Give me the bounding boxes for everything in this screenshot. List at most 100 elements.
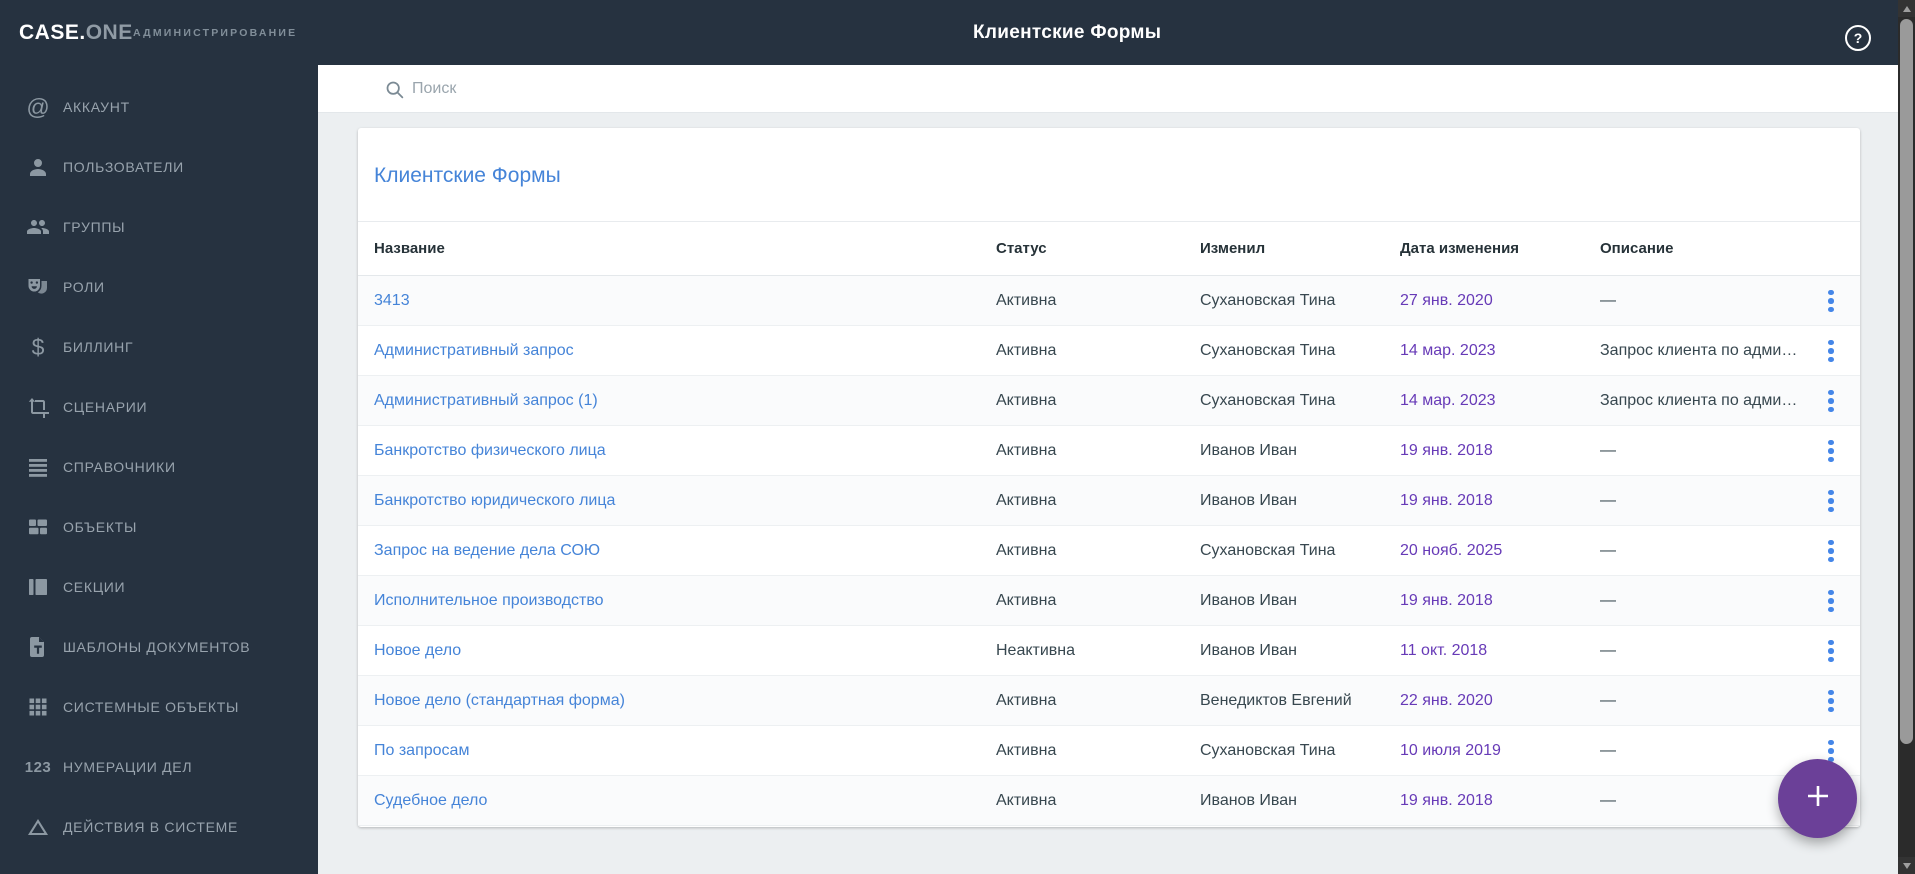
form-date: 19 янв. 2018 [1400, 592, 1493, 609]
form-editor: Иванов Иван [1200, 792, 1297, 809]
row-menu-button[interactable] [1820, 538, 1842, 564]
form-description: — [1600, 592, 1616, 609]
plus-icon [1802, 780, 1834, 817]
scrollbar-up-button[interactable] [1898, 0, 1915, 17]
row-menu-button[interactable] [1820, 588, 1842, 614]
form-status: Активна [996, 492, 1057, 509]
sidebar-item-groups[interactable]: ГРУППЫ [0, 197, 318, 257]
crop-arrow-icon [25, 394, 51, 420]
app-subtitle: АДМИНИСТРИРОВАНИЕ [133, 27, 298, 39]
form-date: 20 нояб. 2025 [1400, 542, 1503, 559]
sidebar-item-sections[interactable]: СЕКЦИИ [0, 557, 318, 617]
sidebar-item-system-objects[interactable]: СИСТЕМНЫЕ ОБЪЕКТЫ [0, 677, 318, 737]
dollar-icon: $ [31, 333, 45, 360]
form-status: Активна [996, 692, 1057, 709]
form-status: Активна [996, 392, 1057, 409]
grid-dots-icon [25, 694, 51, 720]
column-header-description: Описание [1600, 240, 1674, 257]
document-t-icon [25, 634, 51, 660]
form-description: Запрос клиента по адми… [1600, 342, 1798, 359]
form-description: Запрос клиента по адми… [1600, 392, 1798, 409]
row-menu-button[interactable] [1820, 338, 1842, 364]
sidebar-item-system-actions[interactable]: ДЕЙСТВИЯ В СИСТЕМЕ [0, 797, 318, 857]
row-menu-button[interactable] [1820, 438, 1842, 464]
sidebar-item-case-numbering[interactable]: 123 НУМЕРАЦИИ ДЕЛ [0, 737, 318, 797]
kebab-icon [1828, 389, 1834, 395]
sidebar-item-label: ОБЪЕКТЫ [63, 519, 138, 535]
form-description: — [1600, 692, 1616, 709]
form-date: 14 мар. 2023 [1400, 392, 1496, 409]
form-status: Неактивна [996, 642, 1076, 659]
sidebar-item-billing[interactable]: $ БИЛЛИНГ [0, 317, 318, 377]
sidebar-item-label: ПОЛЬЗОВАТЕЛИ [63, 159, 184, 175]
row-menu-button[interactable] [1820, 738, 1842, 764]
form-description: — [1600, 542, 1616, 559]
form-date: 22 янв. 2020 [1400, 692, 1493, 709]
form-editor: Венедиктов Евгений [1200, 692, 1352, 709]
scrollbar-thumb[interactable] [1900, 19, 1913, 744]
form-name-link[interactable]: По запросам [374, 742, 470, 759]
sidebar-item-roles[interactable]: РОЛИ [0, 257, 318, 317]
sidebar-item-directories[interactable]: СПРАВОЧНИКИ [0, 437, 318, 497]
kebab-icon [1828, 339, 1834, 345]
kebab-icon [1828, 439, 1834, 445]
scrollbar-down-button[interactable] [1898, 857, 1915, 874]
search-input[interactable] [412, 65, 912, 112]
kebab-icon [1828, 589, 1834, 595]
row-menu-button[interactable] [1820, 638, 1842, 664]
form-status: Активна [996, 792, 1057, 809]
table-row: Судебное дело Активна Иванов Иван 19 янв… [358, 776, 1860, 826]
form-name-link[interactable]: Исполнительное производство [374, 592, 604, 609]
form-name-link[interactable]: Административный запрос (1) [374, 392, 598, 409]
scrollbar[interactable] [1898, 0, 1915, 874]
kebab-icon [1828, 539, 1834, 545]
sidebar-item-objects[interactable]: ОБЪЕКТЫ [0, 497, 318, 557]
form-description: — [1600, 792, 1616, 809]
form-name-link[interactable]: Запрос на ведение дела СОЮ [374, 542, 601, 559]
search-bar [318, 65, 1898, 113]
form-date: 19 янв. 2018 [1400, 492, 1493, 509]
row-menu-button[interactable] [1820, 388, 1842, 414]
form-editor: Сухановская Тина [1200, 392, 1336, 409]
row-menu-button[interactable] [1820, 288, 1842, 314]
app-logo: CASE.ONE [19, 0, 133, 65]
person-icon [25, 154, 51, 180]
kebab-icon [1828, 739, 1834, 745]
table-row: Новое дело (стандартная форма) Активна В… [358, 676, 1860, 726]
sidebar-item-scenarios[interactable]: СЦЕНАРИИ [0, 377, 318, 437]
form-name-link[interactable]: Банкротство физического лица [374, 442, 606, 459]
kebab-icon [1828, 489, 1834, 495]
row-menu-button[interactable] [1820, 688, 1842, 714]
form-editor: Иванов Иван [1200, 642, 1297, 659]
sidebar-item-label: СИСТЕМНЫЕ ОБЪЕКТЫ [63, 699, 240, 715]
sidebar-item-account[interactable]: @ АККАУНТ [0, 77, 318, 137]
numbers-123-icon: 123 [24, 758, 52, 776]
search-icon [384, 79, 405, 105]
form-editor: Иванов Иван [1200, 492, 1297, 509]
form-status: Активна [996, 292, 1057, 309]
form-editor: Иванов Иван [1200, 592, 1297, 609]
form-name-link[interactable]: Банкротство юридического лица [374, 492, 616, 509]
row-menu-button[interactable] [1820, 488, 1842, 514]
logo-secondary: ONE [85, 21, 133, 44]
table-row: Новое дело Неактивна Иванов Иван 11 окт.… [358, 626, 1860, 676]
sidebar: @ АККАУНТ ПОЛЬЗОВАТЕЛИ ГРУППЫ РОЛИ [0, 65, 318, 874]
form-editor: Сухановская Тина [1200, 292, 1336, 309]
column-header-editor: Изменил [1200, 240, 1266, 257]
help-button[interactable]: ? [1845, 25, 1871, 51]
at-sign-icon: @ [26, 93, 50, 120]
form-description: — [1600, 642, 1616, 659]
form-name-link[interactable]: Новое дело (стандартная форма) [374, 692, 625, 709]
help-icon: ? [1845, 25, 1871, 51]
form-name-link[interactable]: 3413 [374, 292, 410, 309]
form-name-link[interactable]: Судебное дело [374, 792, 488, 809]
people-icon [25, 214, 51, 240]
form-name-link[interactable]: Административный запрос [374, 342, 574, 359]
sidebar-item-users[interactable]: ПОЛЬЗОВАТЕЛИ [0, 137, 318, 197]
form-description: — [1600, 492, 1616, 509]
add-form-button[interactable] [1778, 759, 1857, 838]
sidebar-item-document-templates[interactable]: ШАБЛОНЫ ДОКУМЕНТОВ [0, 617, 318, 677]
table-row: Банкротство юридического лица Активна Ив… [358, 476, 1860, 526]
form-date: 27 янв. 2020 [1400, 292, 1493, 309]
form-name-link[interactable]: Новое дело [374, 642, 462, 659]
